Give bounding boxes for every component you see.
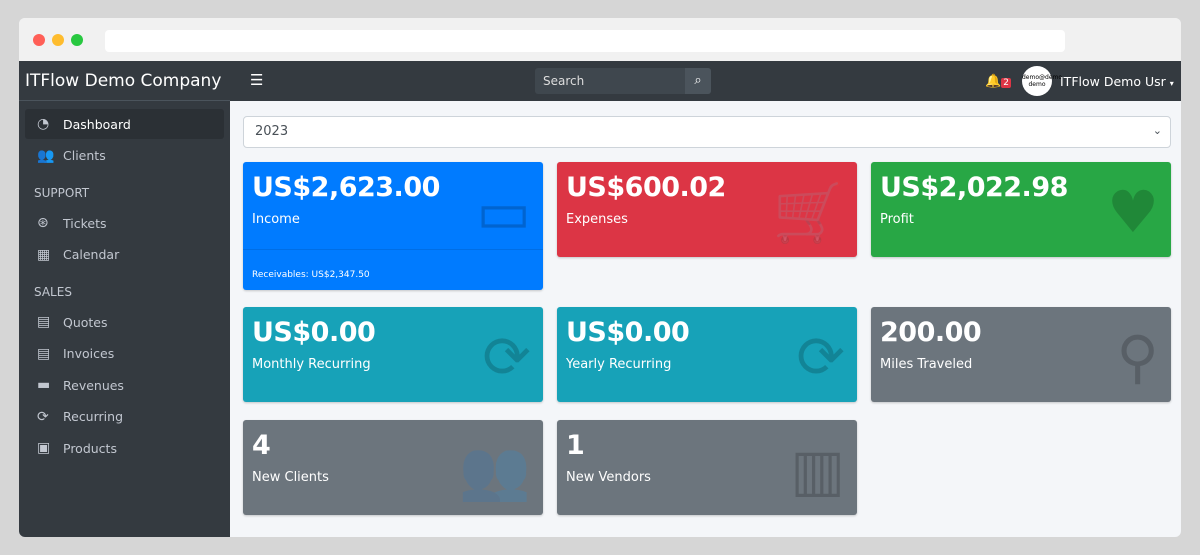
heart-icon: ♥ bbox=[1107, 178, 1159, 246]
sync-icon: ⟳ bbox=[482, 323, 531, 391]
route-icon: ⚲ bbox=[1116, 323, 1159, 391]
notification-count-badge: 2 bbox=[1001, 78, 1011, 88]
card-label: Expenses bbox=[566, 212, 628, 227]
address-bar[interactable] bbox=[105, 30, 1065, 52]
notifications-button[interactable]: 🔔 2 bbox=[985, 74, 1011, 89]
sidebar-item-products[interactable]: ▣ Products bbox=[25, 433, 224, 463]
card-label: Miles Traveled bbox=[880, 357, 973, 372]
income-card[interactable]: US$2,623.00 Income ▭ Receivables: US$2,3… bbox=[243, 162, 543, 290]
calendar-icon: ▦ bbox=[37, 246, 51, 263]
sidebar-item-label: Clients bbox=[63, 148, 106, 163]
sidebar-item-label: Invoices bbox=[63, 346, 115, 361]
sidebar-item-clients[interactable]: 👥 Clients bbox=[25, 141, 224, 171]
user-menu-dropdown[interactable]: ITFlow Demo Usr ▾ bbox=[1060, 74, 1174, 89]
new-clients-card[interactable]: 4 New Clients 👥 bbox=[243, 420, 543, 515]
card-value: US$2,623.00 bbox=[252, 172, 440, 203]
sync-icon: ⟳ bbox=[37, 408, 49, 425]
sidebar: ITFlow Demo Company ◔ Dashboard 👥 Clients … bbox=[19, 61, 230, 537]
shopping-cart-icon: 🛒 bbox=[772, 178, 845, 246]
credit-card-icon: ▬ bbox=[37, 377, 51, 393]
browser-window: ITFlow Demo Company ◔ Dashboard 👥 Clients … bbox=[19, 18, 1181, 537]
sidebar-item-label: Products bbox=[63, 440, 117, 456]
top-navbar: ☰ Search ⌕ 🔔 2 demo@demo demo ITFlow Demo… bbox=[230, 61, 1181, 101]
sidebar-item-tickets[interactable]: ⊛ Tickets bbox=[25, 208, 224, 238]
avatar[interactable]: demo@demo demo bbox=[1022, 66, 1062, 96]
sidebar-item-revenues[interactable]: ▬ Revenues bbox=[25, 370, 224, 400]
box-icon: ▣ bbox=[37, 440, 51, 456]
chevron-down-icon: ⌄ bbox=[1152, 124, 1162, 137]
sidebar-item-label: Recurring bbox=[63, 409, 123, 424]
sidebar-item-dashboard[interactable]: ◔ Dashboard bbox=[25, 109, 224, 139]
monthly-recurring-card[interactable]: US$0.00 Monthly Recurring ⟳ bbox=[243, 307, 543, 402]
year-select-value: 2023 bbox=[255, 124, 289, 139]
card-value: US$2,022.98 bbox=[880, 172, 1068, 203]
yearly-recurring-card[interactable]: US$0.00 Yearly Recurring ⟳ bbox=[557, 307, 857, 402]
card-value: 200.00 bbox=[880, 317, 982, 348]
profit-card[interactable]: US$2,022.98 Profit ♥ bbox=[871, 162, 1171, 257]
file-icon: ▤ bbox=[37, 314, 51, 330]
card-label: Income bbox=[252, 212, 300, 227]
tachometer-icon: ◔ bbox=[37, 116, 50, 132]
card-value: US$600.02 bbox=[566, 172, 726, 203]
sidebar-item-quotes[interactable]: ▤ Quotes bbox=[25, 307, 224, 337]
card-value: US$0.00 bbox=[252, 317, 376, 348]
bell-icon: 🔔 bbox=[985, 74, 1002, 89]
sidebar-item-label: Revenues bbox=[63, 377, 124, 393]
sidebar-item-invoices[interactable]: ▤ Invoices bbox=[25, 339, 224, 369]
life-ring-icon: ⊛ bbox=[37, 215, 49, 231]
year-select[interactable]: 2023 ⌄ bbox=[243, 116, 1171, 148]
users-icon: 👥 bbox=[458, 436, 531, 504]
card-label: Monthly Recurring bbox=[252, 357, 371, 372]
hamburger-menu-icon[interactable]: ☰ bbox=[250, 71, 264, 89]
building-icon: ▥ bbox=[790, 436, 845, 504]
card-label: New Clients bbox=[252, 470, 329, 485]
user-name: ITFlow Demo Usr bbox=[1060, 74, 1166, 89]
sidebar-item-label: Calendar bbox=[63, 247, 120, 262]
new-vendors-card[interactable]: 1 New Vendors ▥ bbox=[557, 420, 857, 515]
maximize-window-button[interactable] bbox=[71, 34, 83, 46]
sidebar-item-label: Tickets bbox=[63, 215, 107, 231]
card-value: 4 bbox=[252, 430, 271, 461]
brand-link[interactable]: ITFlow Demo Company bbox=[19, 61, 230, 101]
sidebar-item-calendar[interactable]: ▦ Calendar bbox=[25, 240, 224, 270]
caret-down-icon: ▾ bbox=[1169, 79, 1174, 88]
sidebar-item-recurring[interactable]: ⟳ Recurring bbox=[25, 402, 224, 432]
card-label: Yearly Recurring bbox=[566, 357, 672, 372]
credit-card-icon: ▭ bbox=[476, 178, 531, 246]
search-icon: ⌕ bbox=[694, 73, 702, 88]
card-value: US$0.00 bbox=[566, 317, 690, 348]
card-label: New Vendors bbox=[566, 470, 651, 485]
support-header: SUPPORT bbox=[34, 186, 90, 200]
close-window-button[interactable] bbox=[33, 34, 45, 46]
expenses-card[interactable]: US$600.02 Expenses 🛒 bbox=[557, 162, 857, 257]
receivables-text: Receivables: US$2,347.50 bbox=[243, 249, 543, 280]
sync-icon: ⟳ bbox=[796, 323, 845, 391]
card-label: Profit bbox=[880, 212, 914, 227]
sales-header: SALES bbox=[34, 285, 72, 299]
invoice-icon: ▤ bbox=[37, 345, 51, 362]
users-icon: 👥 bbox=[37, 147, 55, 164]
search-input[interactable]: Search bbox=[535, 68, 711, 94]
miles-traveled-card[interactable]: 200.00 Miles Traveled ⚲ bbox=[871, 307, 1171, 402]
search-button[interactable]: ⌕ bbox=[685, 68, 711, 94]
sidebar-item-label: Dashboard bbox=[63, 116, 131, 132]
sidebar-item-label: Quotes bbox=[63, 314, 108, 330]
card-value: 1 bbox=[566, 430, 585, 461]
minimize-window-button[interactable] bbox=[52, 34, 64, 46]
browser-chrome bbox=[19, 18, 1181, 61]
